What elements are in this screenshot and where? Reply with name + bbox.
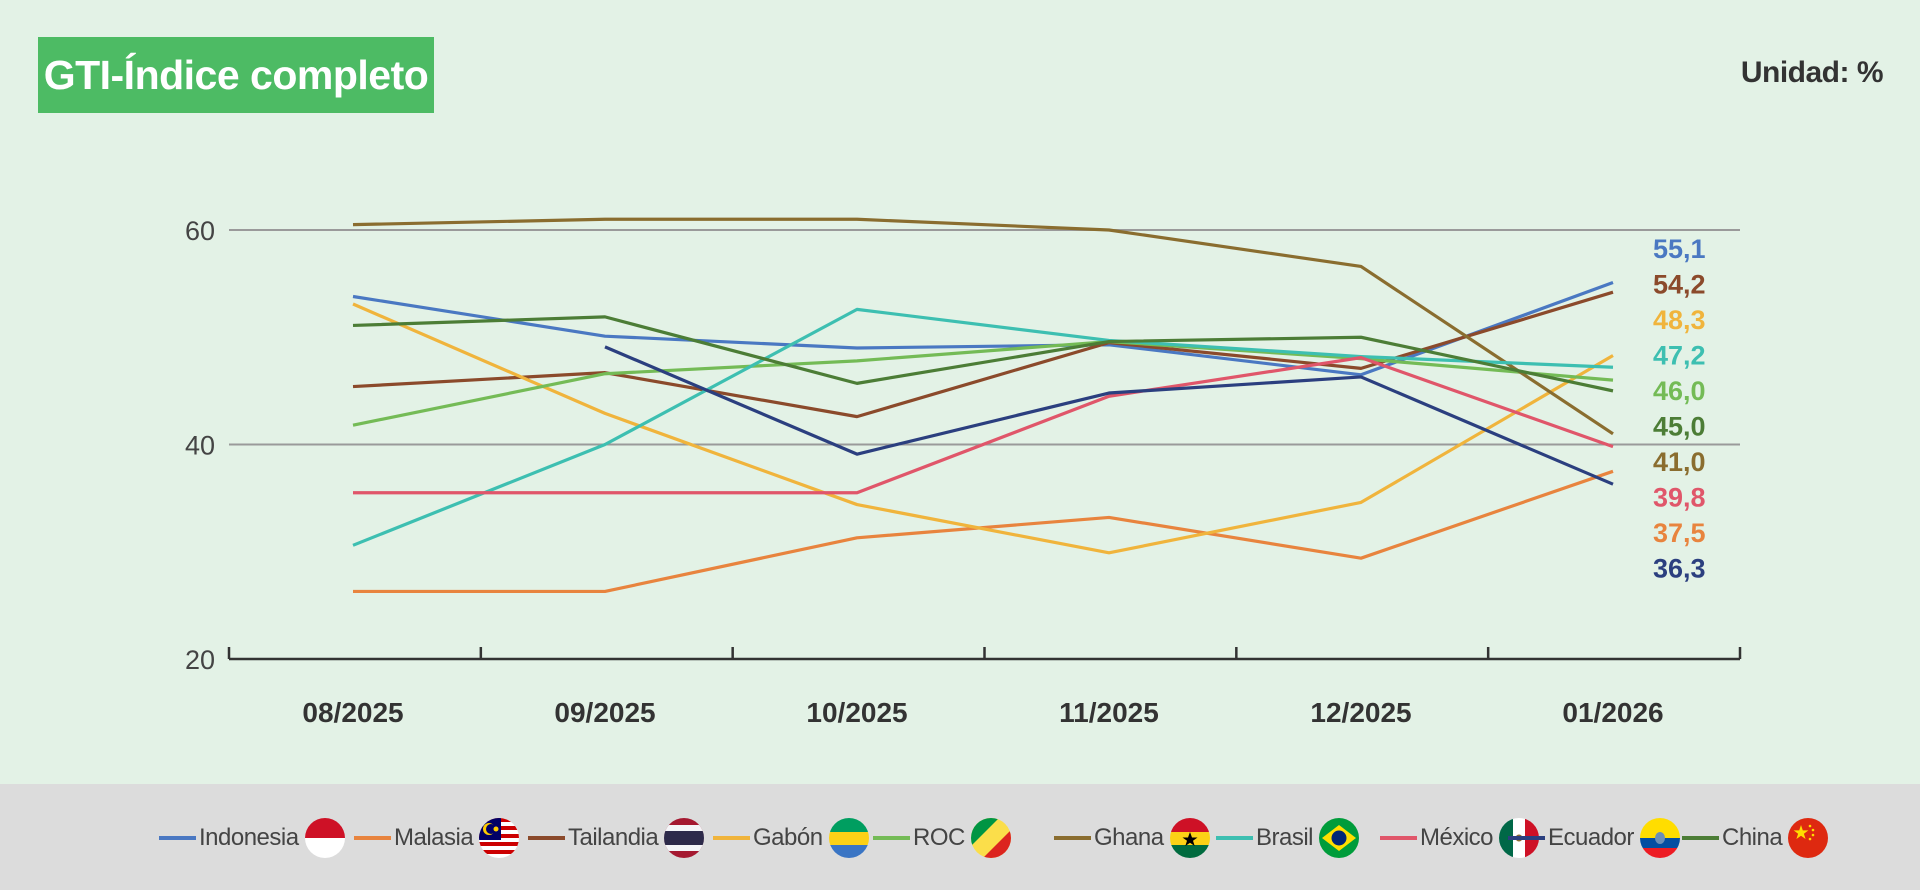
malaysia-flag-icon <box>479 818 520 858</box>
legend-label: Malasia <box>394 824 474 851</box>
legend-label: Tailandia <box>568 824 659 851</box>
legend-label: Gabón <box>753 824 823 851</box>
legend-label: Ecuador <box>1548 824 1634 851</box>
end-value-label: 47,2 <box>1653 341 1706 371</box>
end-value-label: 48,3 <box>1653 305 1706 335</box>
end-value-label: 55,1 <box>1653 234 1706 264</box>
end-value-label: 39,8 <box>1653 483 1706 513</box>
legend-item-roc: ROC <box>873 817 1011 859</box>
unit-label: Unidad: % <box>1740 56 1884 89</box>
legend-item-brasil: Brasil <box>1216 817 1360 859</box>
x-tick-label: 11/2025 <box>1059 697 1159 728</box>
legend-label: Ghana <box>1094 824 1164 851</box>
legend-swatch <box>528 836 565 840</box>
legend-swatch <box>354 836 391 840</box>
ghana-flag-icon <box>1169 818 1210 858</box>
x-tick-label: 01/2026 <box>1562 697 1663 728</box>
series-line-tailandia <box>352 290 1614 419</box>
chart-title: GTI-Índice completo <box>38 37 434 113</box>
y-tick-label: 20 <box>185 645 215 675</box>
end-value-label: 46,0 <box>1653 376 1706 406</box>
series-line-méxico <box>353 356 1614 495</box>
line-chart: 20 40 60 08/2025 09/2025 10/2025 11/2025 12/202… <box>185 216 1742 728</box>
legend-item-ghana: Ghana <box>1054 817 1210 859</box>
thailand-flag-icon <box>664 818 705 858</box>
end-value-label: 37,5 <box>1653 518 1706 548</box>
y-tick-label: 60 <box>185 216 215 246</box>
legend: Indonesia Malasia Tailandia Gabón ROC Ghana Br… <box>0 784 1920 890</box>
legend-item-malasia: Malasia <box>354 817 520 859</box>
legend-item-ecuador: Ecuador <box>1508 817 1680 859</box>
legend-label: México <box>1420 824 1494 851</box>
legend-swatch <box>1380 836 1417 840</box>
legend-item-indonesia: Indonesia <box>159 817 345 859</box>
legend-swatch <box>159 836 196 840</box>
indonesia-flag-icon <box>304 818 345 858</box>
series-line-brasil <box>352 307 1614 547</box>
china-flag-icon <box>1788 818 1829 858</box>
legend-item-china: China <box>1682 817 1829 859</box>
legend-swatch <box>1054 836 1091 840</box>
series-line-ecuador <box>604 345 1614 486</box>
legend-swatch <box>873 836 910 840</box>
legend-label: Indonesia <box>199 824 299 851</box>
legend-swatch <box>1508 836 1545 840</box>
x-tick-label: 12/2025 <box>1310 697 1411 728</box>
legend-swatch <box>713 836 750 840</box>
brazil-flag-icon <box>1319 818 1360 858</box>
end-value-label: 54,2 <box>1653 270 1706 300</box>
x-tick-label: 09/2025 <box>554 697 655 728</box>
legend-label: ROC <box>913 824 965 851</box>
end-value-label: 41,0 <box>1653 447 1706 477</box>
ecuador-flag-icon <box>1639 818 1680 858</box>
series-line-roc <box>352 339 1614 427</box>
series-line-gabón <box>352 302 1614 555</box>
series-line-ghana <box>352 217 1614 436</box>
x-tick-label: 08/2025 <box>302 697 403 728</box>
congo-flag-icon <box>970 818 1011 858</box>
series-line-malasia <box>353 469 1614 594</box>
legend-swatch <box>1216 836 1253 840</box>
legend-label: Brasil <box>1256 824 1314 851</box>
legend-swatch <box>1682 836 1719 840</box>
end-value-label: 45,0 <box>1653 412 1706 442</box>
legend-label: China <box>1722 824 1783 851</box>
x-tick-label: 10/2025 <box>806 697 907 728</box>
legend-item-tailandia: Tailandia <box>528 817 705 859</box>
gabon-flag-icon <box>828 818 869 858</box>
end-value-label: 36,3 <box>1653 554 1706 584</box>
legend-item-gabon: Gabón <box>713 817 869 859</box>
y-tick-label: 40 <box>185 431 215 461</box>
series-line-china <box>352 315 1614 393</box>
